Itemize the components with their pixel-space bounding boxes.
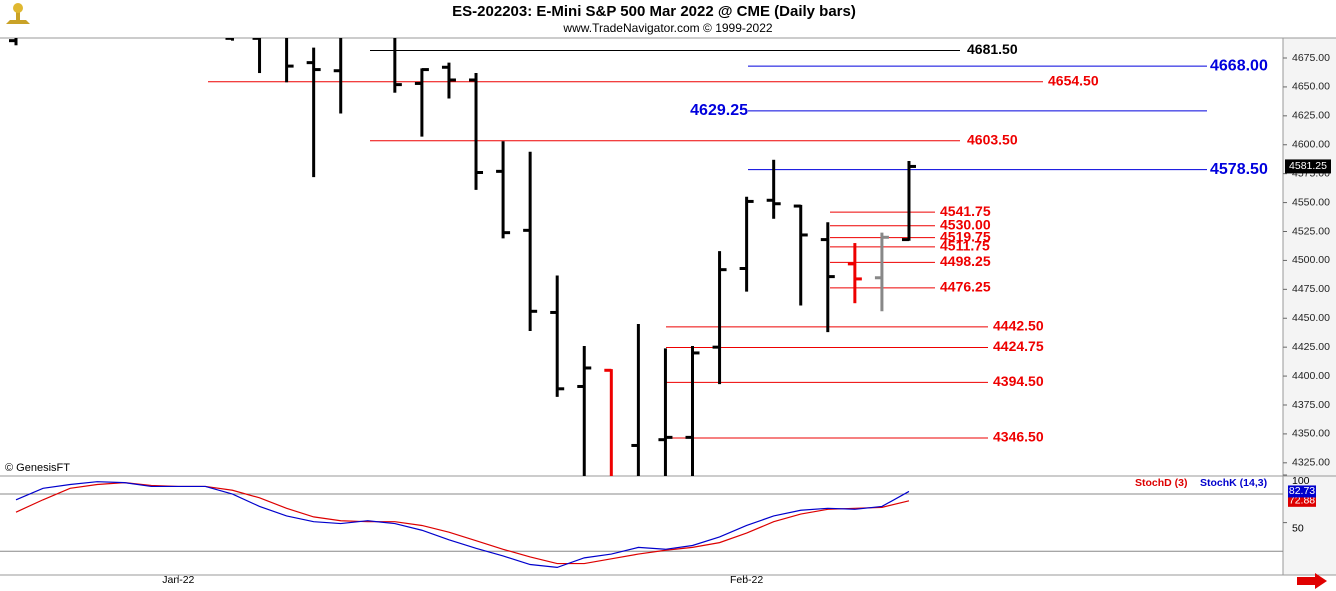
level-label: 4476.25 — [940, 279, 991, 295]
y-tick-label: 4525.00 — [1292, 225, 1330, 237]
y-tick-label: 50 — [1292, 522, 1304, 534]
legend-label: StochD (3) — [1135, 477, 1188, 489]
overlay: 4325.00 4350.00 4375.00 4400.00 4425.00 4450.… — [162, 41, 1331, 586]
level-label: 4519.75 — [940, 228, 991, 244]
y-tick-label: 4550.00 — [1292, 196, 1330, 208]
y-tick-label: 4425.00 — [1292, 341, 1330, 353]
last-value-box — [1288, 494, 1316, 507]
level-label: 4394.50 — [993, 373, 1044, 389]
y-tick-label: 4325.00 — [1292, 457, 1330, 469]
level-label: 4346.50 — [993, 429, 1044, 445]
y-tick-label: 4475.00 — [1292, 283, 1330, 295]
level-label: 4681.50 — [967, 41, 1018, 57]
x-tick-label: Feb-22 — [730, 574, 763, 586]
y-tick-label: 4650.00 — [1292, 81, 1330, 93]
last-value-label: 72.88 — [1289, 495, 1315, 507]
level-label: 4603.50 — [967, 131, 1018, 147]
level-label: 4578.50 — [1210, 161, 1268, 178]
indicator-panel — [0, 481, 1283, 568]
stoch-line — [15, 481, 910, 568]
level-label: 4541.75 — [940, 203, 991, 219]
x-tick-label: Jan-22 — [162, 574, 194, 586]
level-label: 4654.50 — [1048, 72, 1099, 88]
y-tick-label: 4600.00 — [1292, 139, 1330, 151]
copyright: © GenesisFT — [5, 462, 70, 474]
last-price-label: 4581.25 — [1289, 160, 1327, 172]
level-label: 4442.50 — [993, 318, 1044, 334]
scroll-arrow[interactable] — [1297, 573, 1327, 589]
y-tick-label: 4450.00 — [1292, 312, 1330, 324]
level-label: 4668.00 — [1210, 57, 1268, 74]
level-label: 4530.00 — [940, 216, 991, 232]
price-panel — [9, 38, 1207, 476]
y-tick-label: 4350.00 — [1292, 428, 1330, 440]
last-value-label: 82.73 — [1289, 485, 1315, 497]
y-tick-label: 4400.00 — [1292, 370, 1330, 382]
logo — [6, 3, 30, 24]
y-tick-label: 4625.00 — [1292, 110, 1330, 122]
last-price-box — [1285, 159, 1331, 174]
y-tick-label: 100 — [1292, 475, 1310, 487]
y-tick-label: 4375.00 — [1292, 399, 1330, 411]
chart-subtitle: www.TradeNavigator.com © 1999-2022 — [562, 21, 772, 35]
last-value-box — [1288, 485, 1316, 498]
level-label: 4498.25 — [940, 253, 991, 269]
chart-title: ES-202203: E-Mini S&P 500 Mar 2022 @ CME… — [452, 3, 856, 20]
y-tick-label: 4500.00 — [1292, 254, 1330, 266]
level-label: 4511.75 — [940, 238, 990, 254]
level-label: 4629.25 — [690, 102, 748, 119]
legend-label: StochK (14,3) — [1200, 477, 1267, 489]
y-tick-label: 4675.00 — [1292, 52, 1330, 64]
level-label: 4424.75 — [993, 338, 1044, 354]
